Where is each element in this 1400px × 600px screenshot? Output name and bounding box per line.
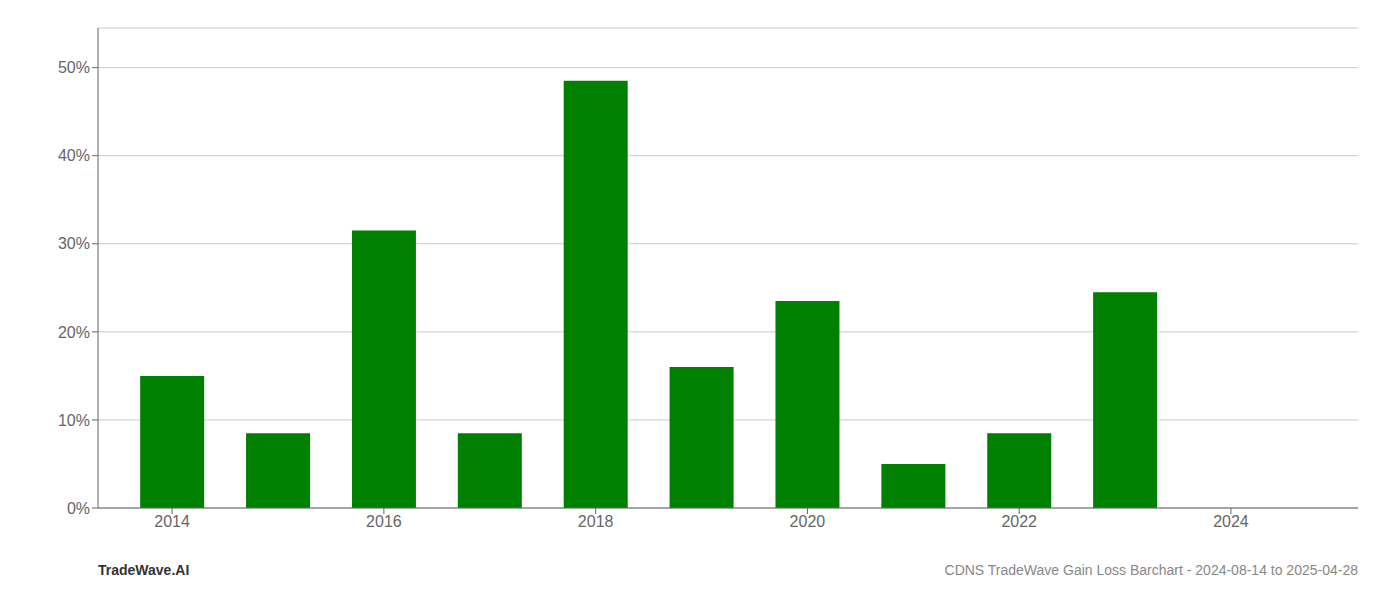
svg-text:2018: 2018 [578,513,614,530]
svg-text:2022: 2022 [1001,513,1037,530]
svg-text:0%: 0% [67,500,90,517]
svg-text:2014: 2014 [154,513,190,530]
svg-text:2016: 2016 [366,513,402,530]
svg-text:40%: 40% [58,147,90,164]
svg-text:10%: 10% [58,412,90,429]
svg-text:20%: 20% [58,324,90,341]
html-text:TradeWave.AI: TradeWave.AI [98,562,190,578]
svg-text:30%: 30% [58,235,90,252]
html-text:CDNS TradeWave Gain Loss Barch: CDNS TradeWave Gain Loss Barchart - 2024… [944,562,1358,578]
svg-text:50%: 50% [58,59,90,76]
svg-text:2024: 2024 [1213,513,1249,530]
svg-text:2020: 2020 [790,513,826,530]
